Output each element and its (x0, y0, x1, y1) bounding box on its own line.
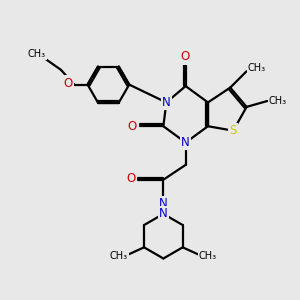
Text: O: O (128, 120, 137, 133)
Text: CH₃: CH₃ (248, 63, 266, 73)
Text: CH₃: CH₃ (269, 96, 287, 106)
Text: N: N (159, 207, 168, 220)
Text: N: N (162, 96, 171, 109)
Text: N: N (181, 136, 190, 149)
Text: O: O (126, 172, 135, 185)
Text: S: S (230, 124, 237, 137)
Text: O: O (64, 76, 73, 90)
Text: N: N (159, 197, 168, 210)
Text: CH₃: CH₃ (110, 251, 128, 261)
Text: O: O (180, 50, 190, 64)
Text: CH₃: CH₃ (28, 49, 46, 59)
Text: CH₃: CH₃ (199, 251, 217, 261)
